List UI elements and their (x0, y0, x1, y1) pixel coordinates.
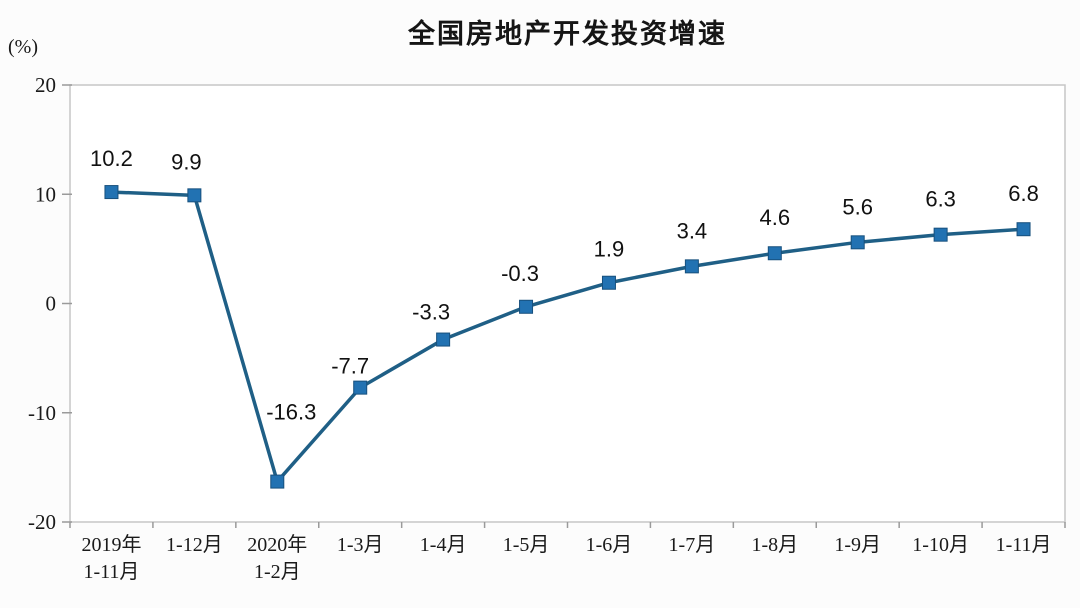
y-tick-label: -20 (28, 510, 56, 534)
data-point-marker (933, 227, 948, 242)
data-point-label: 3.4 (677, 218, 708, 243)
x-axis-label: 1-8月 (751, 534, 798, 556)
data-line (109, 190, 1026, 484)
data-point-marker (519, 299, 534, 314)
x-axis-label: 1-5月 (503, 534, 550, 556)
x-axis-label: 1-10月 (912, 534, 969, 556)
data-point-label: 6.3 (925, 187, 956, 212)
data-point-marker (270, 474, 285, 489)
y-axis-unit-label: (%) (8, 36, 38, 58)
x-axis-label: 1-11月 (996, 534, 1052, 556)
data-point-label: -16.3 (266, 400, 316, 425)
data-point-label: -3.3 (412, 300, 450, 325)
x-axis-label: 2020年 (247, 533, 307, 556)
data-point-marker (104, 185, 119, 200)
x-axis-label: 2019年 (81, 533, 141, 556)
x-axis-label: 1-3月 (337, 534, 384, 556)
data-point-label: 1.9 (594, 237, 625, 262)
data-point-label: 9.9 (171, 149, 202, 174)
y-tick-label: 20 (35, 73, 56, 97)
data-point-marker (601, 275, 616, 290)
data-point-label: 5.6 (842, 194, 873, 219)
data-point-label: -0.3 (501, 261, 539, 286)
data-point-marker (1016, 222, 1031, 237)
data-point-label: -7.7 (331, 354, 369, 379)
x-axis-label: 1-12月 (166, 534, 223, 556)
data-point-marker (850, 235, 865, 250)
x-axis-label: 1-6月 (586, 534, 633, 556)
x-axis-label: 1-4月 (420, 534, 467, 556)
x-axis-label: 1-9月 (834, 534, 881, 556)
data-point-marker (187, 188, 202, 203)
data-point-label: 6.8 (1008, 181, 1039, 206)
data-point-marker (684, 259, 699, 274)
x-axis-label: 1-11月 (83, 561, 139, 583)
data-point-marker (767, 246, 782, 261)
data-point-label: 4.6 (759, 205, 790, 230)
data-point-marker (436, 332, 451, 347)
x-axis-label: 1-7月 (669, 534, 716, 556)
data-point-marker (353, 380, 368, 395)
plot-border (69, 84, 1066, 523)
y-tick-label: -10 (28, 401, 56, 425)
y-tick-label: 0 (46, 292, 57, 316)
x-axis-label: 1-2月 (254, 561, 301, 583)
y-tick-label: 10 (35, 182, 56, 206)
chart-title: 全国房地产开发投资增速 (408, 19, 727, 49)
data-point-label: 10.2 (90, 146, 133, 171)
